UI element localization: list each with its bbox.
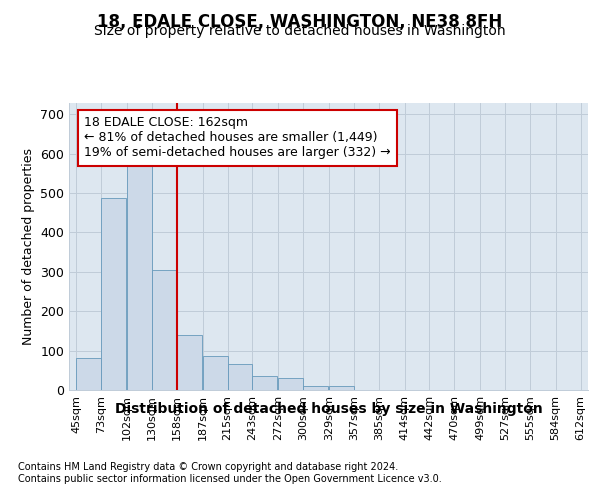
Bar: [278, 378, 303, 390]
Bar: [152, 270, 177, 390]
Bar: [127, 166, 152, 390]
Text: Contains public sector information licensed under the Open Government Licence v3: Contains public sector information licen…: [18, 474, 442, 484]
Bar: [253, 376, 277, 390]
Text: Size of property relative to detached houses in Washington: Size of property relative to detached ho…: [94, 24, 506, 38]
Bar: [177, 335, 202, 390]
Y-axis label: Number of detached properties: Number of detached properties: [22, 148, 35, 345]
Text: 18, EDALE CLOSE, WASHINGTON, NE38 8FH: 18, EDALE CLOSE, WASHINGTON, NE38 8FH: [97, 12, 503, 30]
Bar: [101, 198, 126, 390]
Bar: [76, 358, 101, 390]
Text: Contains HM Land Registry data © Crown copyright and database right 2024.: Contains HM Land Registry data © Crown c…: [18, 462, 398, 472]
Bar: [227, 364, 253, 390]
Bar: [329, 386, 354, 390]
Text: 18 EDALE CLOSE: 162sqm
← 81% of detached houses are smaller (1,449)
19% of semi-: 18 EDALE CLOSE: 162sqm ← 81% of detached…: [84, 116, 391, 160]
Text: Distribution of detached houses by size in Washington: Distribution of detached houses by size …: [115, 402, 542, 416]
Bar: [203, 356, 227, 390]
Bar: [303, 386, 328, 390]
